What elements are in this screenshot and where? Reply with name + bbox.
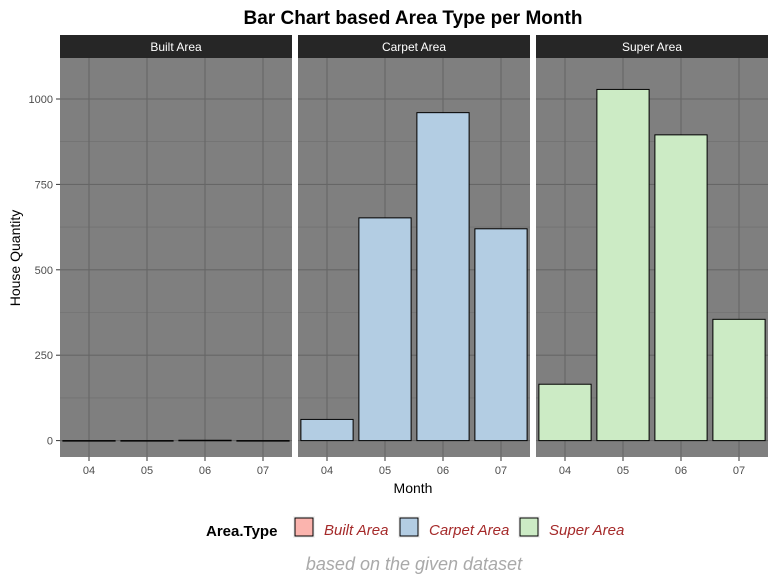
bar-carpet-area-04 — [300, 418, 354, 442]
legend-label: Super Area — [549, 522, 624, 539]
x-tick-label: 04 — [83, 465, 95, 477]
legend-swatch — [399, 517, 419, 537]
x-axis-title: Month — [394, 480, 433, 496]
bar-carpet-area-07 — [474, 228, 528, 442]
x-tick-label: 05 — [141, 465, 153, 477]
legend: Area.Type Built Area Carpet Area Super Are… — [206, 516, 624, 540]
bar-built-area-04 — [62, 440, 116, 442]
y-axis-title: House Quantity — [7, 210, 23, 307]
x-tick-label: 07 — [733, 465, 745, 477]
y-tick-label: 500 — [35, 265, 53, 277]
chart-caption: based on the given dataset — [306, 554, 523, 574]
legend-title: Area.Type — [206, 523, 277, 540]
legend-label: Carpet Area — [429, 522, 509, 539]
y-axis: 0 250 500 750 1000 — [29, 94, 60, 448]
y-tick-label: 1000 — [29, 94, 53, 106]
y-tick-label: 250 — [35, 350, 53, 362]
y-tick-label: 0 — [47, 436, 53, 448]
x-tick-label: 06 — [675, 465, 687, 477]
x-tick-label: 04 — [559, 465, 571, 477]
x-tick-label: 05 — [617, 465, 629, 477]
facet-strip-label: Super Area — [622, 40, 682, 54]
legend-swatch — [519, 517, 539, 537]
bar-built-area-05 — [120, 440, 174, 442]
legend-swatch — [294, 517, 314, 537]
facet-panel-built-area: Built Area 04 05 06 07 — [60, 35, 292, 477]
bar-super-area-07 — [712, 318, 766, 442]
facet-strip — [298, 35, 530, 58]
x-tick-label: 07 — [257, 465, 269, 477]
facet-panel-super-area: Super Area 04 05 06 07 — [536, 35, 768, 477]
bar-carpet-area-06 — [416, 112, 470, 442]
facet-panel-carpet-area: Carpet Area 04 05 06 07 — [298, 35, 530, 477]
bar-super-area-06 — [654, 134, 708, 442]
facet-strip — [536, 35, 768, 58]
bar-super-area-05 — [596, 88, 650, 442]
x-tick-label: 06 — [199, 465, 211, 477]
bar-super-area-04 — [538, 383, 592, 442]
bar-carpet-area-05 — [358, 217, 412, 442]
facet-strip — [60, 35, 292, 58]
legend-label: Built Area — [324, 522, 388, 539]
chart-title: Bar Chart based Area Type per Month — [244, 8, 583, 29]
facet-strip-label: Built Area — [150, 40, 202, 54]
panel-background — [60, 58, 292, 457]
y-tick-label: 750 — [35, 179, 53, 191]
bar-built-area-07 — [236, 440, 290, 442]
facet-strip-label: Carpet Area — [382, 40, 446, 54]
x-tick-label: 07 — [495, 465, 507, 477]
x-tick-label: 05 — [379, 465, 391, 477]
bar-built-area-06 — [178, 439, 232, 442]
x-tick-label: 06 — [437, 465, 449, 477]
x-tick-label: 04 — [321, 465, 333, 477]
